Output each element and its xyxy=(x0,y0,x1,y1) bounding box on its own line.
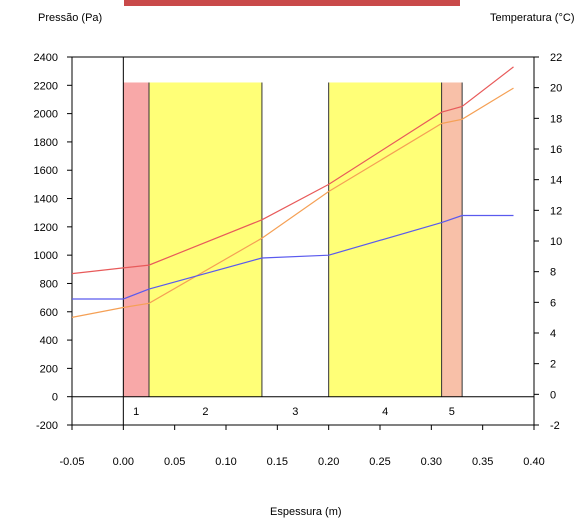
y2-tick-label: 14 xyxy=(550,175,562,187)
y-tick-label: 600 xyxy=(40,307,58,319)
layer-band-4 xyxy=(328,82,442,397)
y-tick-label: -200 xyxy=(36,420,58,432)
y-tick-label: 1400 xyxy=(34,194,58,206)
layer-label-3: 3 xyxy=(292,406,298,418)
y2-tick-label: 22 xyxy=(550,52,562,64)
y-tick-label: 0 xyxy=(52,392,58,404)
x-tick-label: 0.05 xyxy=(164,456,185,468)
y-tick-label: 2000 xyxy=(34,109,58,121)
y-tick-label: 1800 xyxy=(34,137,58,149)
y2-tick-label: 6 xyxy=(550,297,556,309)
y2-tick-label: 16 xyxy=(550,144,562,156)
y-tick-label: 2400 xyxy=(34,52,58,64)
y-tick-label: 200 xyxy=(40,363,58,375)
layer-label-1: 1 xyxy=(133,406,139,418)
x-tick-label: -0.05 xyxy=(59,456,84,468)
x-tick-label: 0.00 xyxy=(113,456,134,468)
y2-tick-label: 20 xyxy=(550,83,562,95)
x-tick-label: 0.25 xyxy=(369,456,390,468)
layer-label-5: 5 xyxy=(449,406,455,418)
y2-tick-label: 4 xyxy=(550,328,556,340)
series-line-0 xyxy=(71,66,514,275)
top-accent-bar xyxy=(124,0,460,6)
series-lines xyxy=(71,66,514,318)
y2-tick-label: 8 xyxy=(550,267,556,279)
x-tick-label: 0.20 xyxy=(318,456,339,468)
y-tick-label: 1200 xyxy=(34,222,58,234)
y-tick-label: 1600 xyxy=(34,165,58,177)
series-line-2 xyxy=(72,214,514,300)
layer-band-1 xyxy=(123,82,149,397)
series-line-1 xyxy=(71,87,514,318)
y-axis-title: Pressão (Pa) xyxy=(38,12,103,24)
y2-tick-label: 12 xyxy=(550,205,562,217)
y2-tick-label: 18 xyxy=(550,113,562,125)
axes: 2400220020001800160014001200100080060040… xyxy=(34,52,563,468)
y2-tick-label: 10 xyxy=(550,236,562,248)
y2-tick-label: 2 xyxy=(550,359,556,371)
layer-band-5 xyxy=(441,82,463,397)
layer-band-3 xyxy=(261,82,329,397)
y2-tick-label: 0 xyxy=(550,389,556,401)
layer-label-4: 4 xyxy=(382,406,388,418)
layer-label-2: 2 xyxy=(202,406,208,418)
x-tick-label: 0.15 xyxy=(267,456,288,468)
y-tick-label: 2200 xyxy=(34,80,58,92)
y2-tick-label: -2 xyxy=(550,420,560,432)
y-tick-label: 400 xyxy=(40,335,58,347)
x-tick-label: 0.35 xyxy=(472,456,493,468)
y-tick-label: 800 xyxy=(40,278,58,290)
layer-bands: 1 2 3 4 5 xyxy=(123,82,463,418)
x-tick-label: 0.10 xyxy=(215,456,236,468)
x-tick-label: 0.30 xyxy=(421,456,442,468)
y2-axis-title: Temperatura (°C) xyxy=(490,12,575,24)
x-axis-title: Espessura (m) xyxy=(270,506,342,518)
y-tick-label: 1000 xyxy=(34,250,58,262)
x-tick-label: 0.40 xyxy=(523,456,544,468)
layer-band-2 xyxy=(149,82,262,397)
